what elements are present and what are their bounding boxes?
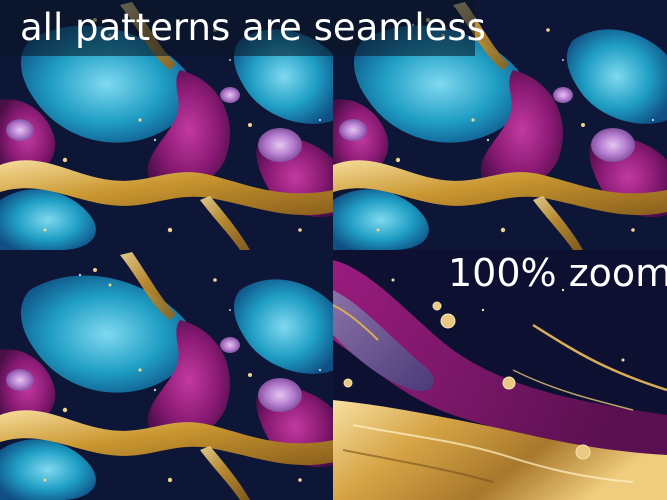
zoom-preview-panel xyxy=(333,250,667,500)
zoom-label: 100% zoom xyxy=(448,251,667,295)
caption-banner: all patterns are seamless xyxy=(0,0,486,56)
caption-text: all patterns are seamless xyxy=(20,6,486,49)
